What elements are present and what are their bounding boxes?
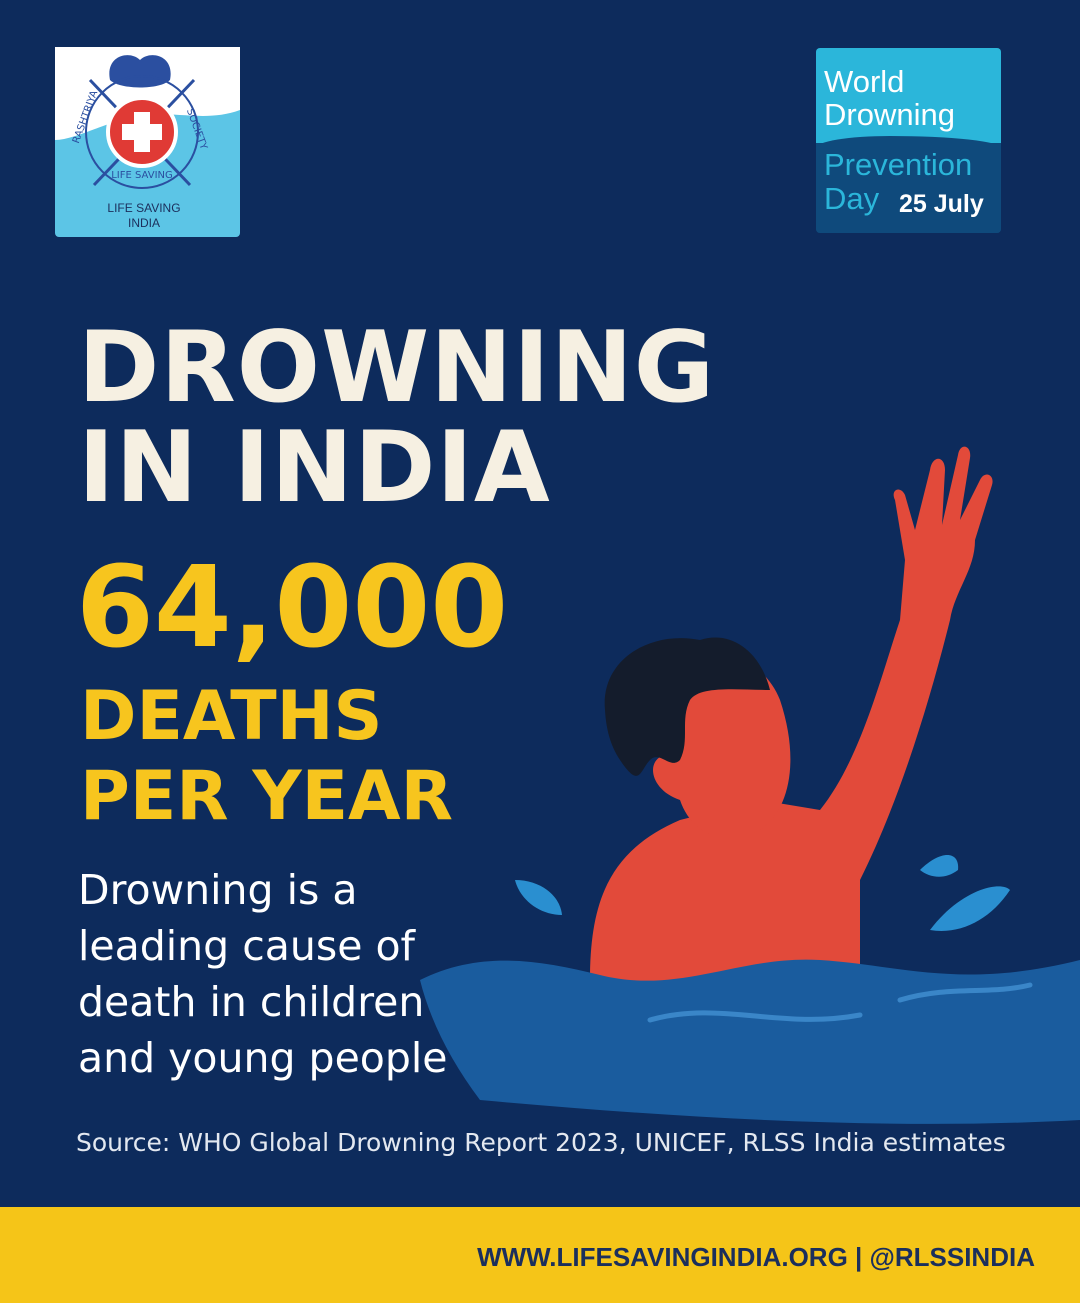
logo-caption: INDIA: [128, 216, 160, 230]
body-text: and young people: [78, 1034, 448, 1082]
splash: [920, 855, 959, 877]
logo-crest: [109, 55, 171, 88]
badge-text: World: [824, 64, 905, 99]
badge-text: Prevention: [824, 147, 973, 182]
logo-cross: [122, 112, 162, 152]
person-hair: [604, 637, 770, 776]
person-body: [590, 446, 993, 990]
body-text: leading cause of: [78, 922, 415, 970]
badge-text: Drowning: [824, 97, 955, 132]
headline: IN INDIA: [78, 411, 551, 525]
water-ripple: [647, 1010, 863, 1023]
water: [420, 959, 1080, 1124]
logo-ring-text: LIFE SAVING: [111, 170, 173, 181]
splash: [930, 886, 1010, 931]
stat-number: 64,000: [76, 543, 509, 673]
body-text: death in children: [78, 978, 425, 1026]
logo-caption: LIFE SAVING: [107, 201, 180, 215]
splash: [515, 880, 562, 915]
logo-wave: [55, 47, 240, 140]
body-text: Drowning is a: [78, 866, 358, 914]
logo-ring: [85, 75, 199, 189]
badge-text: Day: [824, 181, 880, 216]
badge: World Drowning Prevention Day 25 July: [816, 48, 1001, 233]
footer-band: [0, 1207, 1080, 1303]
source: Source: WHO Global Drowning Report 2023,…: [76, 1128, 1006, 1157]
badge-date: 25 July: [899, 190, 984, 218]
badge-top: [816, 48, 1001, 143]
footer-text: WWW.LIFESAVINGINDIA.ORG | @RLSSINDIA: [477, 1242, 1035, 1272]
badge-bottom: [816, 136, 1001, 233]
water-ripple: [897, 982, 1033, 1003]
headline: DROWNING: [78, 311, 716, 425]
stat-label: PER YEAR: [80, 757, 454, 836]
stat-label: DEATHS: [80, 677, 383, 756]
